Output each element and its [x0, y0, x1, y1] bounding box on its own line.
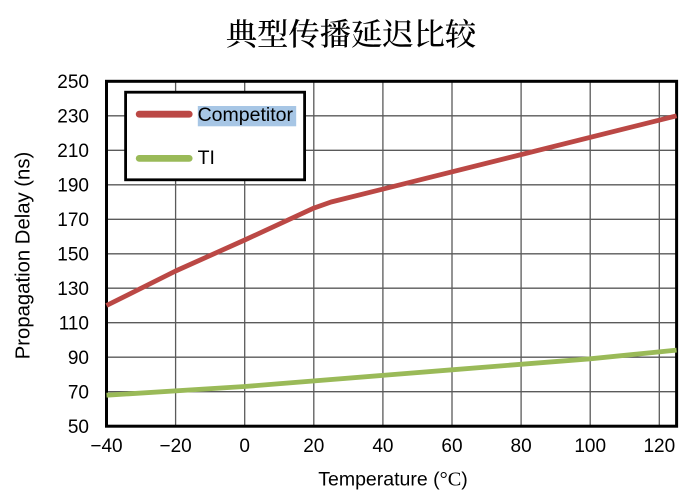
- svg-text:−40: −40: [90, 436, 122, 457]
- svg-text:80: 80: [511, 436, 532, 457]
- svg-text:Competitor: Competitor: [198, 104, 294, 126]
- svg-text:150: 150: [57, 244, 89, 265]
- svg-text:90: 90: [68, 348, 89, 369]
- svg-text:110: 110: [59, 313, 89, 334]
- svg-text:100: 100: [574, 436, 606, 457]
- svg-text:190: 190: [57, 176, 89, 197]
- svg-text:170: 170: [57, 210, 89, 231]
- svg-text:130: 130: [57, 279, 89, 300]
- svg-text:−20: −20: [159, 436, 191, 457]
- svg-text:120: 120: [643, 436, 675, 457]
- svg-text:20: 20: [303, 436, 324, 457]
- svg-text:TI: TI: [198, 147, 215, 169]
- svg-text:250: 250: [57, 72, 89, 93]
- svg-text:50: 50: [68, 417, 89, 438]
- svg-text:Propagation Delay (ns): Propagation Delay (ns): [13, 152, 35, 359]
- svg-text:210: 210: [57, 141, 89, 162]
- svg-text:40: 40: [372, 436, 393, 457]
- svg-text:60: 60: [441, 436, 462, 457]
- svg-text:Temperature (°C): Temperature (°C): [318, 469, 468, 491]
- svg-text:70: 70: [68, 382, 89, 403]
- svg-text:230: 230: [57, 107, 89, 128]
- svg-text:0: 0: [239, 436, 250, 457]
